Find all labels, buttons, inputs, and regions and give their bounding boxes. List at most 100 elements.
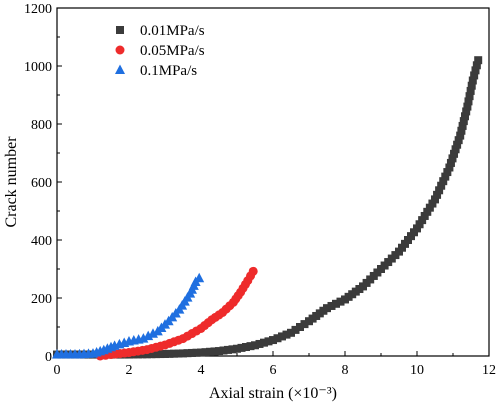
series-0-marker-26 — [170, 349, 178, 358]
series-0-marker-95 — [435, 186, 444, 195]
y-tick-label-1: 200 — [31, 292, 52, 307]
series-0-marker-43 — [246, 342, 255, 351]
series-0-marker-38 — [224, 345, 232, 354]
series-0-marker-89 — [420, 211, 429, 220]
series-0-marker-52 — [287, 328, 295, 337]
series-0-marker-41 — [237, 343, 246, 352]
series-0-marker-120 — [471, 66, 480, 75]
series-0-marker-55 — [300, 320, 309, 329]
series-0-marker-118 — [468, 76, 477, 85]
series-0-marker-102 — [448, 154, 457, 163]
series-0-marker-44 — [251, 341, 259, 350]
series-0-marker-98 — [441, 172, 450, 181]
series-0-marker-105 — [453, 140, 462, 149]
series-2-marker-37 — [194, 272, 205, 283]
series-0-marker-103 — [450, 149, 459, 158]
series-0-marker-29 — [183, 349, 192, 358]
series-0-marker-42 — [242, 343, 250, 352]
series-0-marker-47 — [264, 337, 273, 346]
series-2-marker-22 — [148, 328, 158, 338]
series-0-marker-106 — [454, 136, 463, 145]
legend-label-1: 0.05MPa/s — [140, 43, 205, 59]
y-tick-label-4: 800 — [31, 118, 52, 133]
plot-frame — [56, 7, 490, 357]
legend-marker-1 — [115, 45, 125, 55]
series-0-marker-21 — [147, 350, 156, 359]
series-0 — [53, 56, 483, 359]
series-0-marker-39 — [228, 345, 237, 354]
series-0-marker-36 — [215, 347, 223, 356]
series-0-marker-94 — [433, 190, 442, 199]
series-0-marker-33 — [201, 348, 210, 357]
series-0-marker-87 — [415, 220, 424, 229]
y-tick-label-5: 1000 — [24, 60, 52, 75]
x-tick-label-0: 0 — [54, 363, 61, 378]
legend-label-2: 0.1MPa/s — [140, 63, 197, 79]
y-tick-label-2: 400 — [31, 234, 52, 249]
series-0-marker-54 — [296, 323, 304, 331]
x-tick-label-2: 4 — [198, 363, 205, 378]
series-0-marker-27 — [174, 349, 183, 358]
series-0-marker-109 — [458, 121, 467, 130]
series-0-marker-51 — [282, 330, 291, 339]
series-0-marker-25 — [165, 349, 174, 358]
series-0-marker-96 — [437, 181, 446, 190]
series-2-marker-20 — [138, 333, 149, 343]
series-0-marker-117 — [467, 81, 476, 90]
series-0-marker-104 — [451, 145, 460, 154]
series-0-marker-22 — [152, 350, 160, 359]
series-0-marker-121 — [472, 61, 481, 70]
series-0-marker-91 — [425, 203, 434, 212]
series-0-marker-93 — [431, 195, 439, 204]
series-0-marker-113 — [463, 102, 472, 111]
y-tick-label-6: 1200 — [24, 2, 52, 17]
series-0-marker-49 — [273, 334, 282, 343]
series-0-marker-31 — [192, 348, 201, 357]
series-1-marker-39 — [248, 266, 258, 276]
y-axis-label: Crack number — [3, 136, 20, 228]
legend: 0.01MPa/s 0.05MPa/s 0.1MPa/s — [115, 23, 205, 79]
series-0-marker-99 — [443, 168, 452, 177]
series-0-marker-92 — [428, 199, 437, 208]
series-0-marker-50 — [278, 332, 286, 341]
series-0-marker-88 — [418, 216, 427, 225]
series-0-marker-28 — [179, 349, 187, 358]
series-0-marker-23 — [156, 350, 165, 359]
series-0-marker-101 — [446, 158, 455, 167]
series-0-marker-34 — [206, 347, 214, 356]
series-0-marker-20 — [143, 350, 151, 359]
series-0-marker-115 — [465, 92, 474, 101]
series-0-marker-61 — [323, 304, 331, 313]
x-tick-label-1: 2 — [126, 363, 133, 378]
series-0-marker-97 — [439, 177, 448, 186]
series-0-marker-24 — [161, 349, 169, 358]
series-0-marker-63 — [332, 299, 340, 308]
legend-marker-2 — [115, 64, 125, 74]
series-0-marker-46 — [260, 338, 268, 347]
series-0-marker-37 — [219, 346, 228, 355]
series-0-marker-110 — [459, 117, 468, 126]
series-2-marker-21 — [143, 330, 154, 341]
y-tick-label-0: 0 — [45, 350, 52, 365]
series-0-marker-90 — [423, 207, 432, 216]
series-0-marker-119 — [470, 71, 479, 80]
series-0-marker-48 — [269, 336, 277, 345]
x-tick-label-5: 10 — [410, 363, 424, 378]
series-0-marker-108 — [457, 126, 466, 135]
series-0-marker-122 — [474, 56, 483, 65]
series-0-marker-35 — [210, 347, 219, 356]
legend-marker-0 — [116, 26, 124, 34]
legend-label-0: 0.01MPa/s — [140, 23, 205, 39]
axis-ticks: 0 2 4 6 8 10 12 0 200 400 600 800 1000 1200 — [24, 2, 496, 378]
series-0-marker-111 — [461, 112, 469, 121]
x-axis-label: Axial strain (×10⁻³) — [209, 385, 337, 402]
series-0-marker-40 — [233, 344, 241, 353]
series-0-marker-116 — [466, 86, 475, 95]
series-0-marker-107 — [456, 131, 465, 140]
data-marks — [52, 56, 483, 361]
series-1 — [95, 266, 258, 361]
series-0-marker-32 — [197, 348, 205, 357]
series-2 — [52, 272, 205, 359]
series-0-marker-112 — [462, 107, 471, 116]
